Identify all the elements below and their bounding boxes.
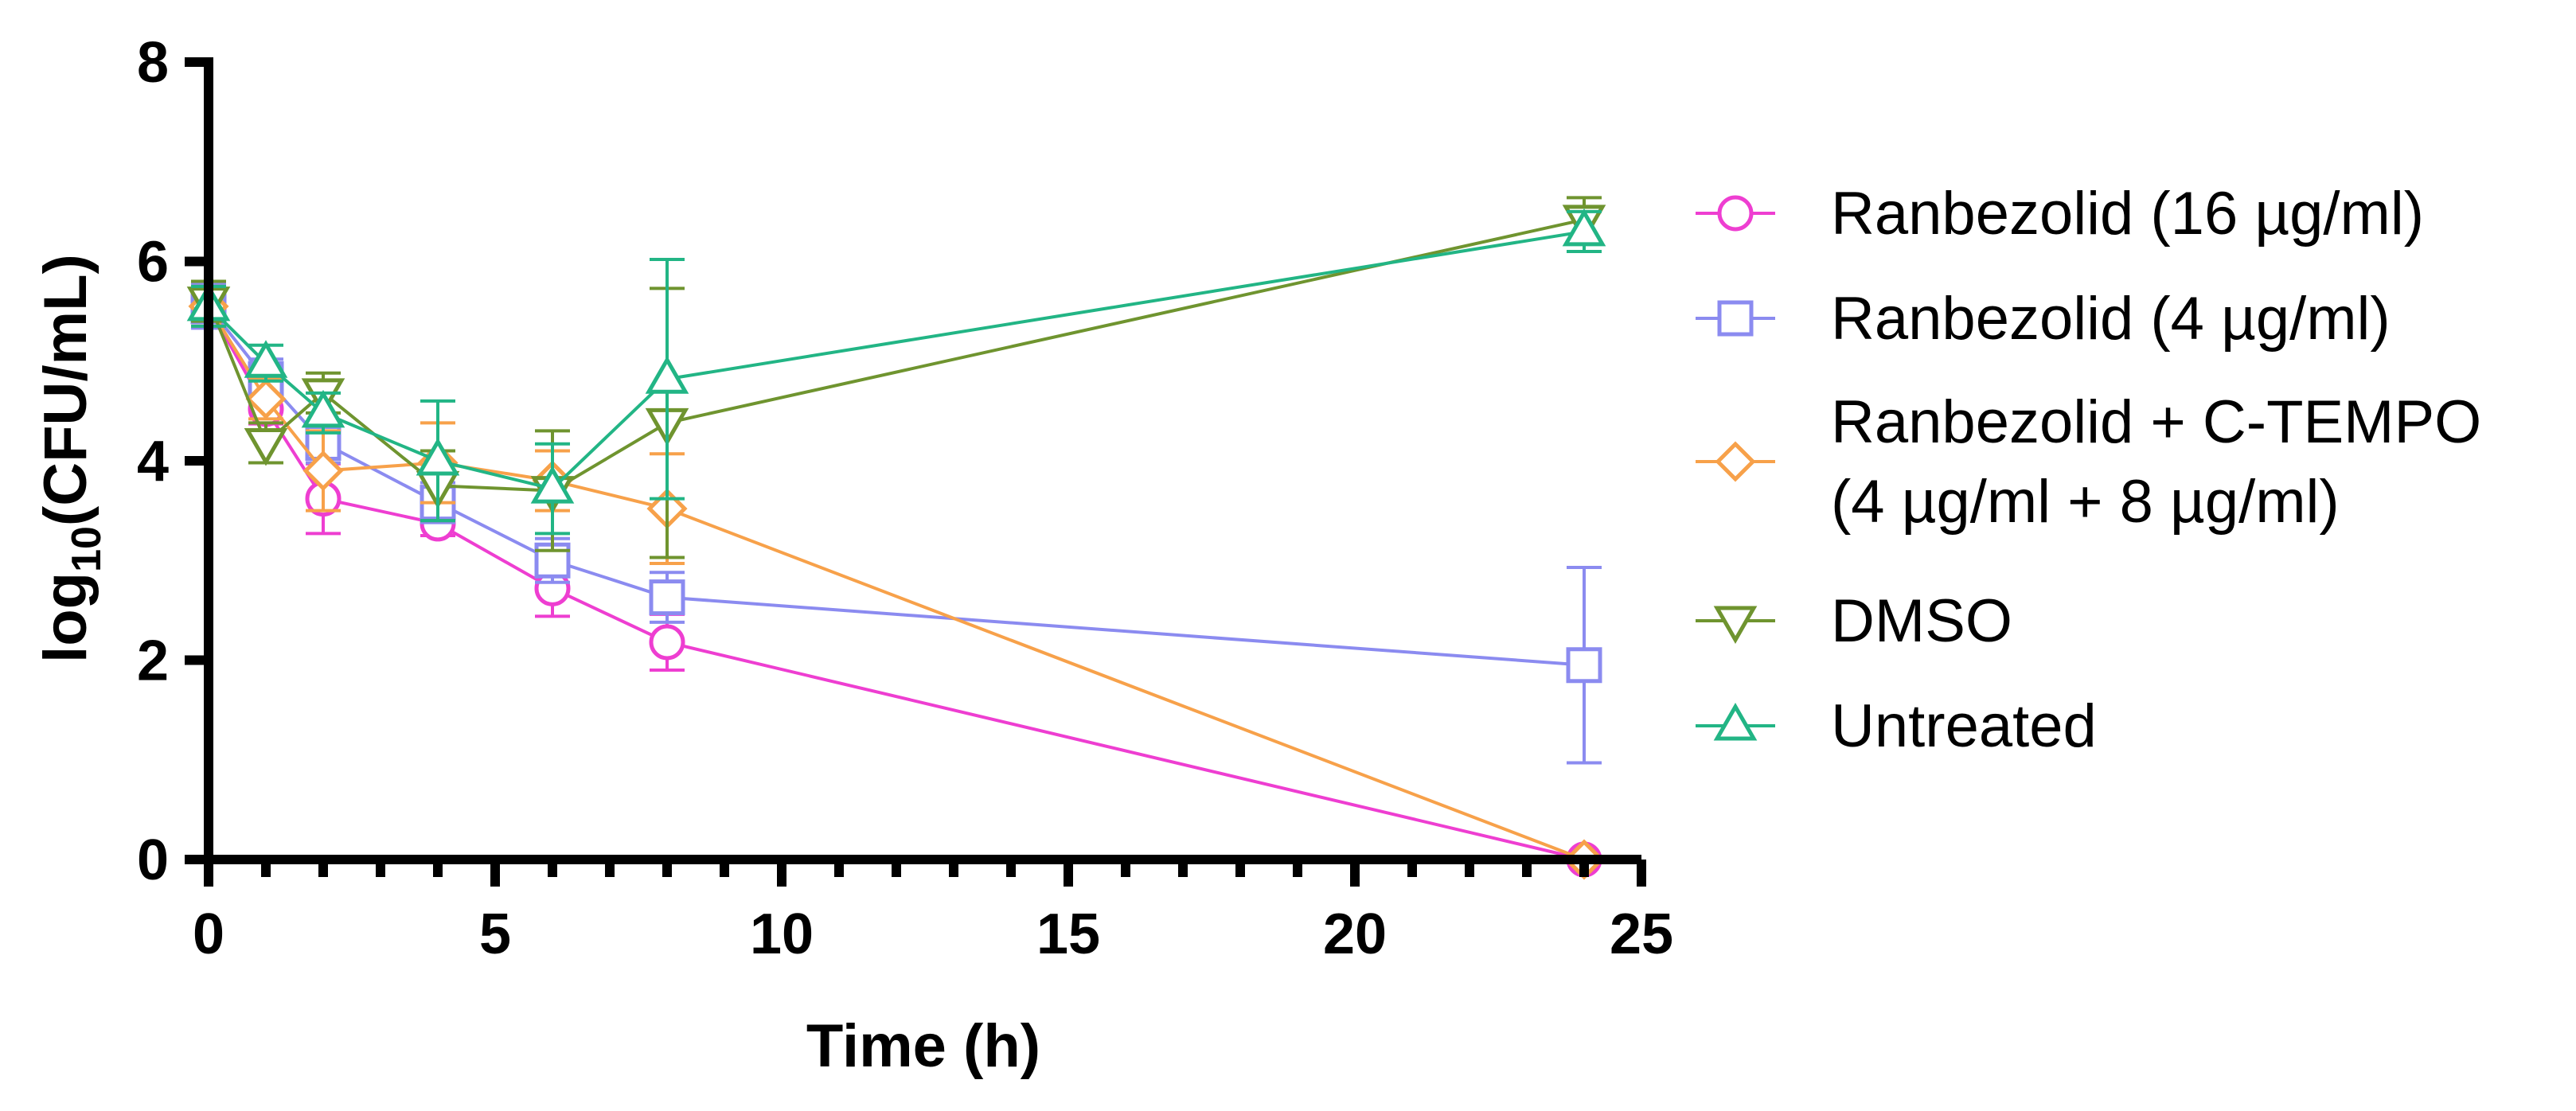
y-tick-label: 6 <box>137 231 169 294</box>
legend-label: Ranbezolid (16 µg/ml) <box>1831 180 2424 248</box>
x-tick-label: 0 <box>193 902 224 966</box>
legend-label: Ranbezolid + C-TEMPO <box>1831 388 2481 456</box>
y-axis-title: log10(CFU/mL) <box>32 254 110 663</box>
legend-marker <box>1713 702 1758 741</box>
series-3 <box>186 196 1606 559</box>
data-point <box>244 340 288 378</box>
legend-label: DMSO <box>1831 587 2012 655</box>
x-axis-title: Time (h) <box>806 1012 1040 1080</box>
y-tick-label: 4 <box>137 430 169 493</box>
data-point <box>302 450 344 492</box>
legend-item-2: Ranbezolid + C-TEMPO (4 µg/ml + 8 µg/ml) <box>1696 388 2481 536</box>
legend-label: Ranbezolid (4 µg/ml) <box>1831 285 2391 353</box>
legend-marker <box>1717 195 1754 232</box>
legend-label: Untreated <box>1831 692 2097 760</box>
series-0 <box>190 284 1602 878</box>
legend-item-1: Ranbezolid (4 µg/ml) <box>1696 285 2391 353</box>
legend-item-0: Ranbezolid (16 µg/ml) <box>1696 180 2424 248</box>
data-point <box>645 356 689 394</box>
legend-marker <box>1715 441 1756 482</box>
series-line <box>207 229 1585 491</box>
data-point <box>1566 647 1602 684</box>
y-axis-title-main: log <box>32 572 100 663</box>
series-line <box>207 305 1585 667</box>
data-point <box>1562 208 1606 247</box>
x-tick-label: 15 <box>1036 902 1100 966</box>
legend-label: (4 µg/ml + 8 µg/ml) <box>1831 468 2340 536</box>
data-point <box>530 466 575 504</box>
x-tick-label: 25 <box>1610 902 1673 966</box>
series-4 <box>186 208 1606 536</box>
data-point <box>301 389 345 428</box>
y-tick-label: 2 <box>137 630 169 693</box>
data-point <box>649 579 685 616</box>
data-point <box>416 437 460 476</box>
series-line <box>207 305 1585 861</box>
data-point <box>245 378 287 419</box>
legend-marker <box>1717 300 1754 337</box>
legend: Ranbezolid (16 µg/ml) Ranbezolid (4 µg/ml… <box>1696 180 2481 760</box>
y-tick-label: 0 <box>137 828 169 892</box>
series-layer <box>186 196 1606 880</box>
data-point <box>649 624 685 661</box>
data-point <box>244 427 288 466</box>
series-1 <box>190 283 1602 765</box>
x-tick-label: 10 <box>750 902 814 966</box>
legend-item-3: DMSO <box>1696 587 2012 655</box>
series-line <box>207 305 1585 861</box>
series-2 <box>188 284 1605 880</box>
legend-marker <box>1713 606 1758 645</box>
x-tick-label: 5 <box>479 902 511 966</box>
legend-item-4: Untreated <box>1696 692 2097 760</box>
ticks: 0 2 4 6 8 0 5 10 15 20 25 <box>137 31 1673 966</box>
y-axis-title-subscript: 10 <box>64 526 110 572</box>
y-axis-title-rest: (CFU/mL) <box>32 254 100 526</box>
y-tick-label: 8 <box>137 31 169 95</box>
axes <box>204 57 1641 864</box>
x-tick-label: 20 <box>1323 902 1387 966</box>
